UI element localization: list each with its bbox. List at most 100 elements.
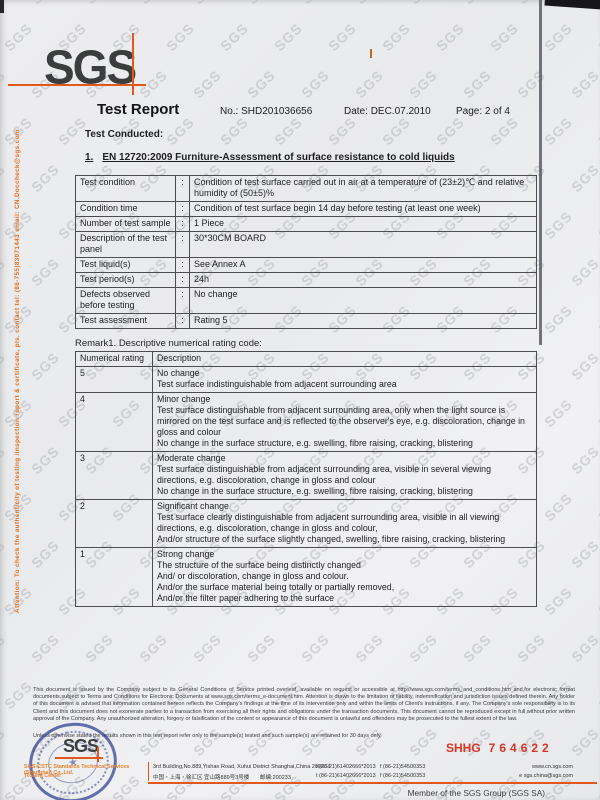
sgs-watermark: SGS (568, 536, 600, 572)
sgs-watermark: SGS (136, 724, 171, 760)
sgs-watermark: SGS (163, 113, 198, 149)
sgs-watermark: SGS (379, 19, 414, 55)
sgs-watermark: SGS (217, 19, 252, 55)
sgs-watermark: SGS (325, 19, 360, 55)
footer-postcode: 邮编:200233 (260, 775, 291, 781)
sgs-watermark: SGS (433, 19, 468, 55)
condition-separator: : (175, 257, 190, 273)
sgs-watermark: SGS (595, 395, 600, 431)
logo-crosshair-horizontal (8, 84, 146, 86)
sgs-watermark: SGS (1, 19, 36, 55)
sgs-watermark: SGS (298, 724, 333, 760)
sgs-watermark: SGS (433, 113, 468, 149)
sgs-watermark: SGS (0, 442, 9, 478)
rating-description-line: The structure of the surface being disti… (157, 560, 361, 570)
sgs-watermark: SGS (541, 207, 576, 243)
footer-address-cn: 中国・上海・徐汇区 宜山路889号3号楼 (153, 775, 250, 781)
footer-company-unit: Testing Center (24, 773, 62, 779)
rating-description-line: And/ or discoloration, change in gloss a… (157, 571, 349, 581)
condition-label: Defects observed before testing (75, 287, 176, 314)
condition-row: Defects observed before testing: No chang… (75, 287, 537, 314)
scan-artifact (370, 49, 372, 58)
rating-code-caption: Remark1. Descriptive numerical rating co… (75, 338, 262, 349)
sgs-watermark: SGS (595, 301, 600, 337)
sgs-watermark: SGS (460, 0, 494, 7)
report-number: No.: SHD201036656 (220, 106, 312, 117)
rating-header-row: Numerical rating Description (75, 351, 537, 367)
sgs-watermark: SGS (541, 489, 576, 525)
rating-description-line: Test surface distinguishable from adjace… (157, 405, 525, 437)
sgs-watermark: SGS (298, 630, 333, 666)
footer-logo-crosshair-vertical (97, 747, 99, 762)
sgs-watermark: SGS (244, 66, 279, 102)
condition-value: No change (189, 287, 537, 314)
sgs-watermark: SGS (595, 583, 600, 619)
test-conducted-heading: Test Conducted: (85, 129, 164, 140)
rating-row: 4 Minor change Test surface distinguishabl… (75, 392, 537, 452)
sgs-watermark: SGS (487, 113, 522, 149)
sgs-watermark: SGS (514, 0, 548, 7)
report-date-value: DEC.07.2010 (370, 106, 431, 117)
sgs-watermark: SGS (28, 442, 63, 478)
report-date-label: Date: (344, 106, 368, 117)
sgs-watermark: SGS (82, 630, 117, 666)
sgs-watermark: SGS (568, 630, 600, 666)
condition-label: Test assessment (75, 313, 176, 329)
footer-company-name: SGS-CSTC Standards Technical Services (S… (24, 764, 130, 776)
sgs-watermark: SGS (541, 113, 576, 149)
rating-header-description: Description (152, 351, 537, 367)
sgs-watermark: SGS (514, 66, 549, 102)
sgs-watermark: SGS (568, 348, 600, 384)
condition-row: Test period(s):24h (75, 272, 537, 288)
sgs-watermark: SGS (190, 630, 225, 666)
condition-row: Description of the test panel:30*30CM BO… (75, 231, 537, 258)
sgs-watermark: SGS (0, 630, 9, 666)
sgs-watermark: SGS (244, 630, 279, 666)
footer-tel-2: t (86-21)61402666*2013 (316, 773, 376, 779)
sgs-watermark: SGS (0, 254, 9, 290)
sgs-watermark: SGS (163, 19, 198, 55)
sgs-watermark: SGS (136, 630, 171, 666)
sgs-watermark: SGS (271, 19, 306, 55)
sgs-watermark: SGS (0, 536, 9, 572)
sgs-watermark: SGS (244, 0, 278, 7)
sgs-watermark: SGS (1, 677, 36, 713)
report-body: Test condition: Condition of test surface… (75, 175, 537, 607)
rating-description-line: Moderate change (157, 453, 226, 463)
sgs-watermark: SGS (541, 395, 576, 431)
rating-description: Strong change The structure of the surfac… (152, 547, 537, 607)
sgs-watermark: SGS (244, 724, 279, 760)
condition-separator: : (175, 216, 190, 232)
footer-address-en: 3rd Building,No.889,Yishan Road, Xuhui D… (153, 764, 331, 770)
condition-label: Number of test sample (75, 216, 176, 232)
condition-row: Number of test sample:1 Piece (75, 216, 537, 232)
condition-row: Test liquid(s): See Annex A (75, 257, 537, 273)
test-conditions-table: Test condition: Condition of test surface… (75, 175, 537, 329)
page-indicator-label: Page: (456, 106, 483, 117)
report-date: Date: DEC.07.2010 (344, 106, 431, 117)
condition-value: 1 Piece (189, 216, 537, 232)
sgs-watermark: SGS (541, 19, 576, 55)
rating-row: 2 Significant change Test surface clearly … (75, 499, 537, 548)
rating-row: 1 Strong change The structure of the surfa… (75, 547, 537, 607)
page-indicator-value: 2 of 4 (484, 106, 510, 117)
footer-email: e sgs.china@sgs.com (519, 773, 573, 779)
rating-description-line: No change (157, 368, 200, 378)
sgs-watermark: SGS (271, 113, 306, 149)
sgs-watermark: SGS (460, 630, 495, 666)
footer-website: www.cn.sgs.com (532, 764, 573, 770)
sgs-watermark: SGS (406, 66, 441, 102)
sgs-watermark: SGS (352, 724, 387, 760)
sample-retention-note: Unless otherwise stated the results show… (33, 733, 382, 739)
sgs-watermark: SGS (190, 66, 225, 102)
conditions-table-body: Test condition: Condition of test surface… (75, 175, 537, 329)
rating-description-line: Test surface distinguishable from adjace… (157, 464, 491, 485)
sgs-watermark: SGS (541, 583, 576, 619)
rating-description-line: No change in the surface structure, e.g.… (157, 486, 473, 496)
sgs-watermark: SGS (82, 0, 116, 7)
sgs-watermark: SGS (595, 677, 600, 713)
terms-disclaimer: This document is issued by the Company s… (33, 687, 575, 722)
standard-title: EN 12720:2009 Furniture-Assessment of su… (102, 152, 455, 163)
rating-value: 5 (75, 366, 153, 393)
sgs-watermark: SGS (568, 254, 600, 290)
